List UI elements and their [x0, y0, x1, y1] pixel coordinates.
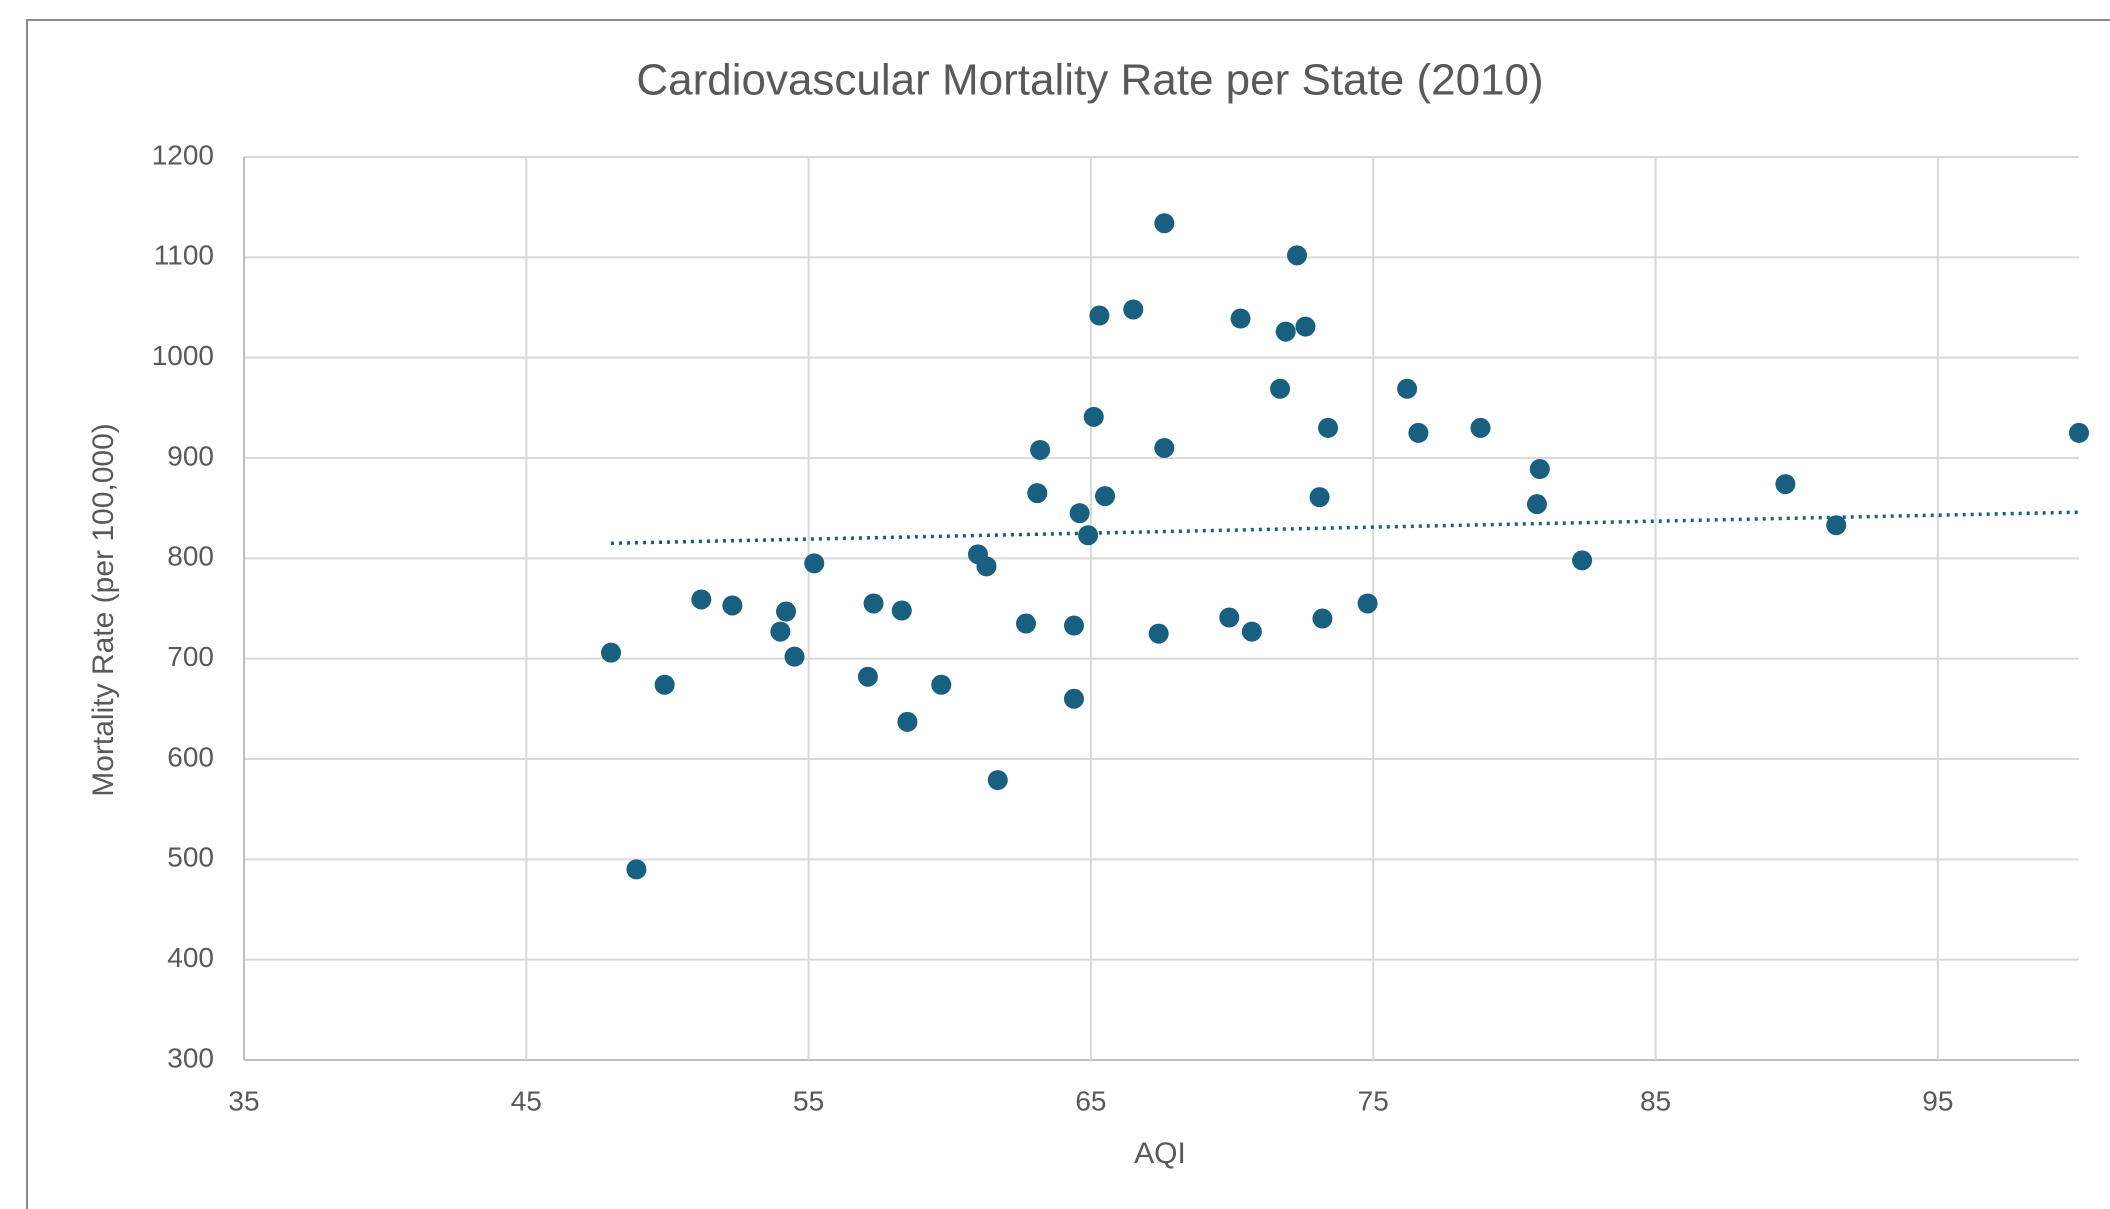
y-tick-label: 500 [167, 842, 214, 873]
data-point [1270, 378, 1291, 399]
data-point [1408, 422, 1429, 443]
data-point [1148, 623, 1169, 644]
y-axis-label: Mortality Rate (per 100,000) [87, 423, 120, 797]
y-tick-label: 800 [167, 541, 214, 572]
data-point [784, 646, 805, 667]
data-point [1154, 437, 1175, 458]
data-point [1219, 607, 1240, 628]
y-tick-label: 1000 [152, 340, 214, 371]
data-point [976, 556, 997, 577]
data-point [863, 593, 884, 614]
data-point [1318, 417, 1339, 438]
chart-title: Cardiovascular Mortality Rate per State … [636, 56, 1543, 105]
x-tick-label: 85 [1640, 1085, 1671, 1116]
data-point [1309, 487, 1330, 508]
y-tick-label: 1200 [152, 139, 214, 170]
y-tick-label: 1100 [154, 240, 214, 271]
data-point [1529, 459, 1550, 480]
data-point [1095, 486, 1116, 507]
data-point [897, 711, 918, 732]
data-point [722, 595, 743, 616]
data-point [1089, 305, 1110, 326]
data-point [1241, 621, 1262, 642]
data-point [1572, 550, 1593, 571]
data-point [776, 601, 797, 622]
data-point [1063, 688, 1084, 709]
data-point [601, 642, 621, 663]
x-tick-label: 95 [1922, 1085, 1953, 1116]
chart-frame [26, 19, 2110, 1209]
data-point [1123, 299, 1144, 320]
y-tick-label: 400 [167, 942, 214, 973]
data-point [1312, 608, 1333, 629]
data-point [1154, 213, 1175, 234]
x-tick-label: 65 [1075, 1085, 1106, 1116]
y-tick-label: 900 [167, 440, 214, 471]
data-point [770, 621, 791, 642]
data-point [1063, 615, 1084, 636]
data-point [1397, 378, 1418, 399]
data-point [1295, 316, 1316, 337]
data-point [1083, 406, 1104, 427]
data-point [931, 674, 952, 695]
data-point [1357, 593, 1378, 614]
data-point [2069, 422, 2089, 443]
data-point [1775, 474, 1796, 495]
x-tick-label: 45 [511, 1085, 542, 1116]
data-point [804, 553, 825, 574]
data-point [857, 666, 878, 687]
data-point [1027, 483, 1048, 504]
data-point [891, 600, 912, 621]
data-point [1078, 525, 1099, 546]
y-tick-label: 600 [167, 741, 214, 772]
data-point [1030, 439, 1051, 460]
x-tick-label: 55 [793, 1085, 824, 1116]
data-point [1287, 245, 1308, 266]
y-tick-label: 700 [167, 641, 214, 672]
data-point [1526, 494, 1547, 515]
data-point [626, 859, 647, 880]
data-point [691, 589, 712, 610]
data-point [987, 770, 1008, 791]
data-point [1470, 417, 1491, 438]
x-tick-label: 75 [1358, 1085, 1389, 1116]
y-tick-label: 300 [167, 1042, 214, 1073]
data-point [1015, 613, 1036, 634]
x-tick-label: 35 [228, 1085, 259, 1116]
data-point [1275, 321, 1296, 342]
x-axis-label: AQI [1134, 1137, 1186, 1170]
data-point [1826, 515, 1847, 536]
data-point [654, 674, 675, 695]
data-point [1230, 308, 1251, 329]
data-point [1069, 503, 1090, 524]
